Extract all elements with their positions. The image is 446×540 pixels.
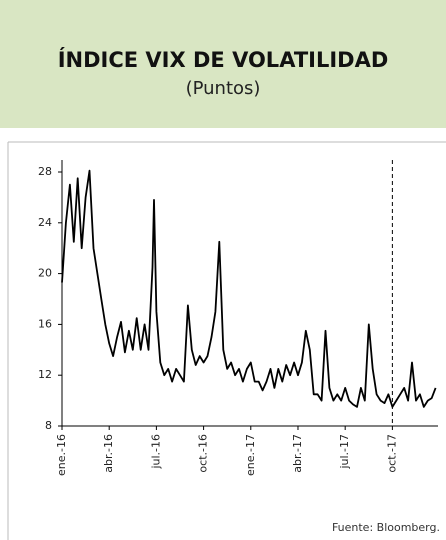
y-tick-label: 8 bbox=[45, 419, 52, 432]
header: ÍNDICE VIX DE VOLATILIDAD (Puntos) bbox=[0, 0, 446, 128]
y-tick-label: 20 bbox=[38, 267, 52, 280]
x-tick-label: ene.-16 bbox=[55, 434, 68, 476]
x-tick-label: abr.-16 bbox=[102, 434, 115, 473]
source: Fuente: Bloomberg. bbox=[332, 521, 440, 534]
data-line bbox=[61, 169, 437, 408]
x-tick-label: jul.-17 bbox=[338, 434, 351, 470]
y-tick-label: 24 bbox=[38, 216, 52, 229]
y-tick-label: 12 bbox=[38, 368, 52, 381]
x-tick-label: jul.-16 bbox=[149, 434, 162, 470]
x-tick-label: ene.-17 bbox=[244, 434, 257, 476]
x-tick-label: oct.-17 bbox=[385, 434, 398, 473]
chart-subtitle: (Puntos) bbox=[185, 78, 261, 99]
y-tick-label: 16 bbox=[38, 317, 52, 330]
x-tick-label: oct.-16 bbox=[197, 434, 210, 473]
x-tick-label: abr.-17 bbox=[291, 434, 304, 473]
y-tick-label: 28 bbox=[38, 165, 52, 178]
chart-title: ÍNDICE VIX DE VOLATILIDAD bbox=[57, 48, 389, 72]
